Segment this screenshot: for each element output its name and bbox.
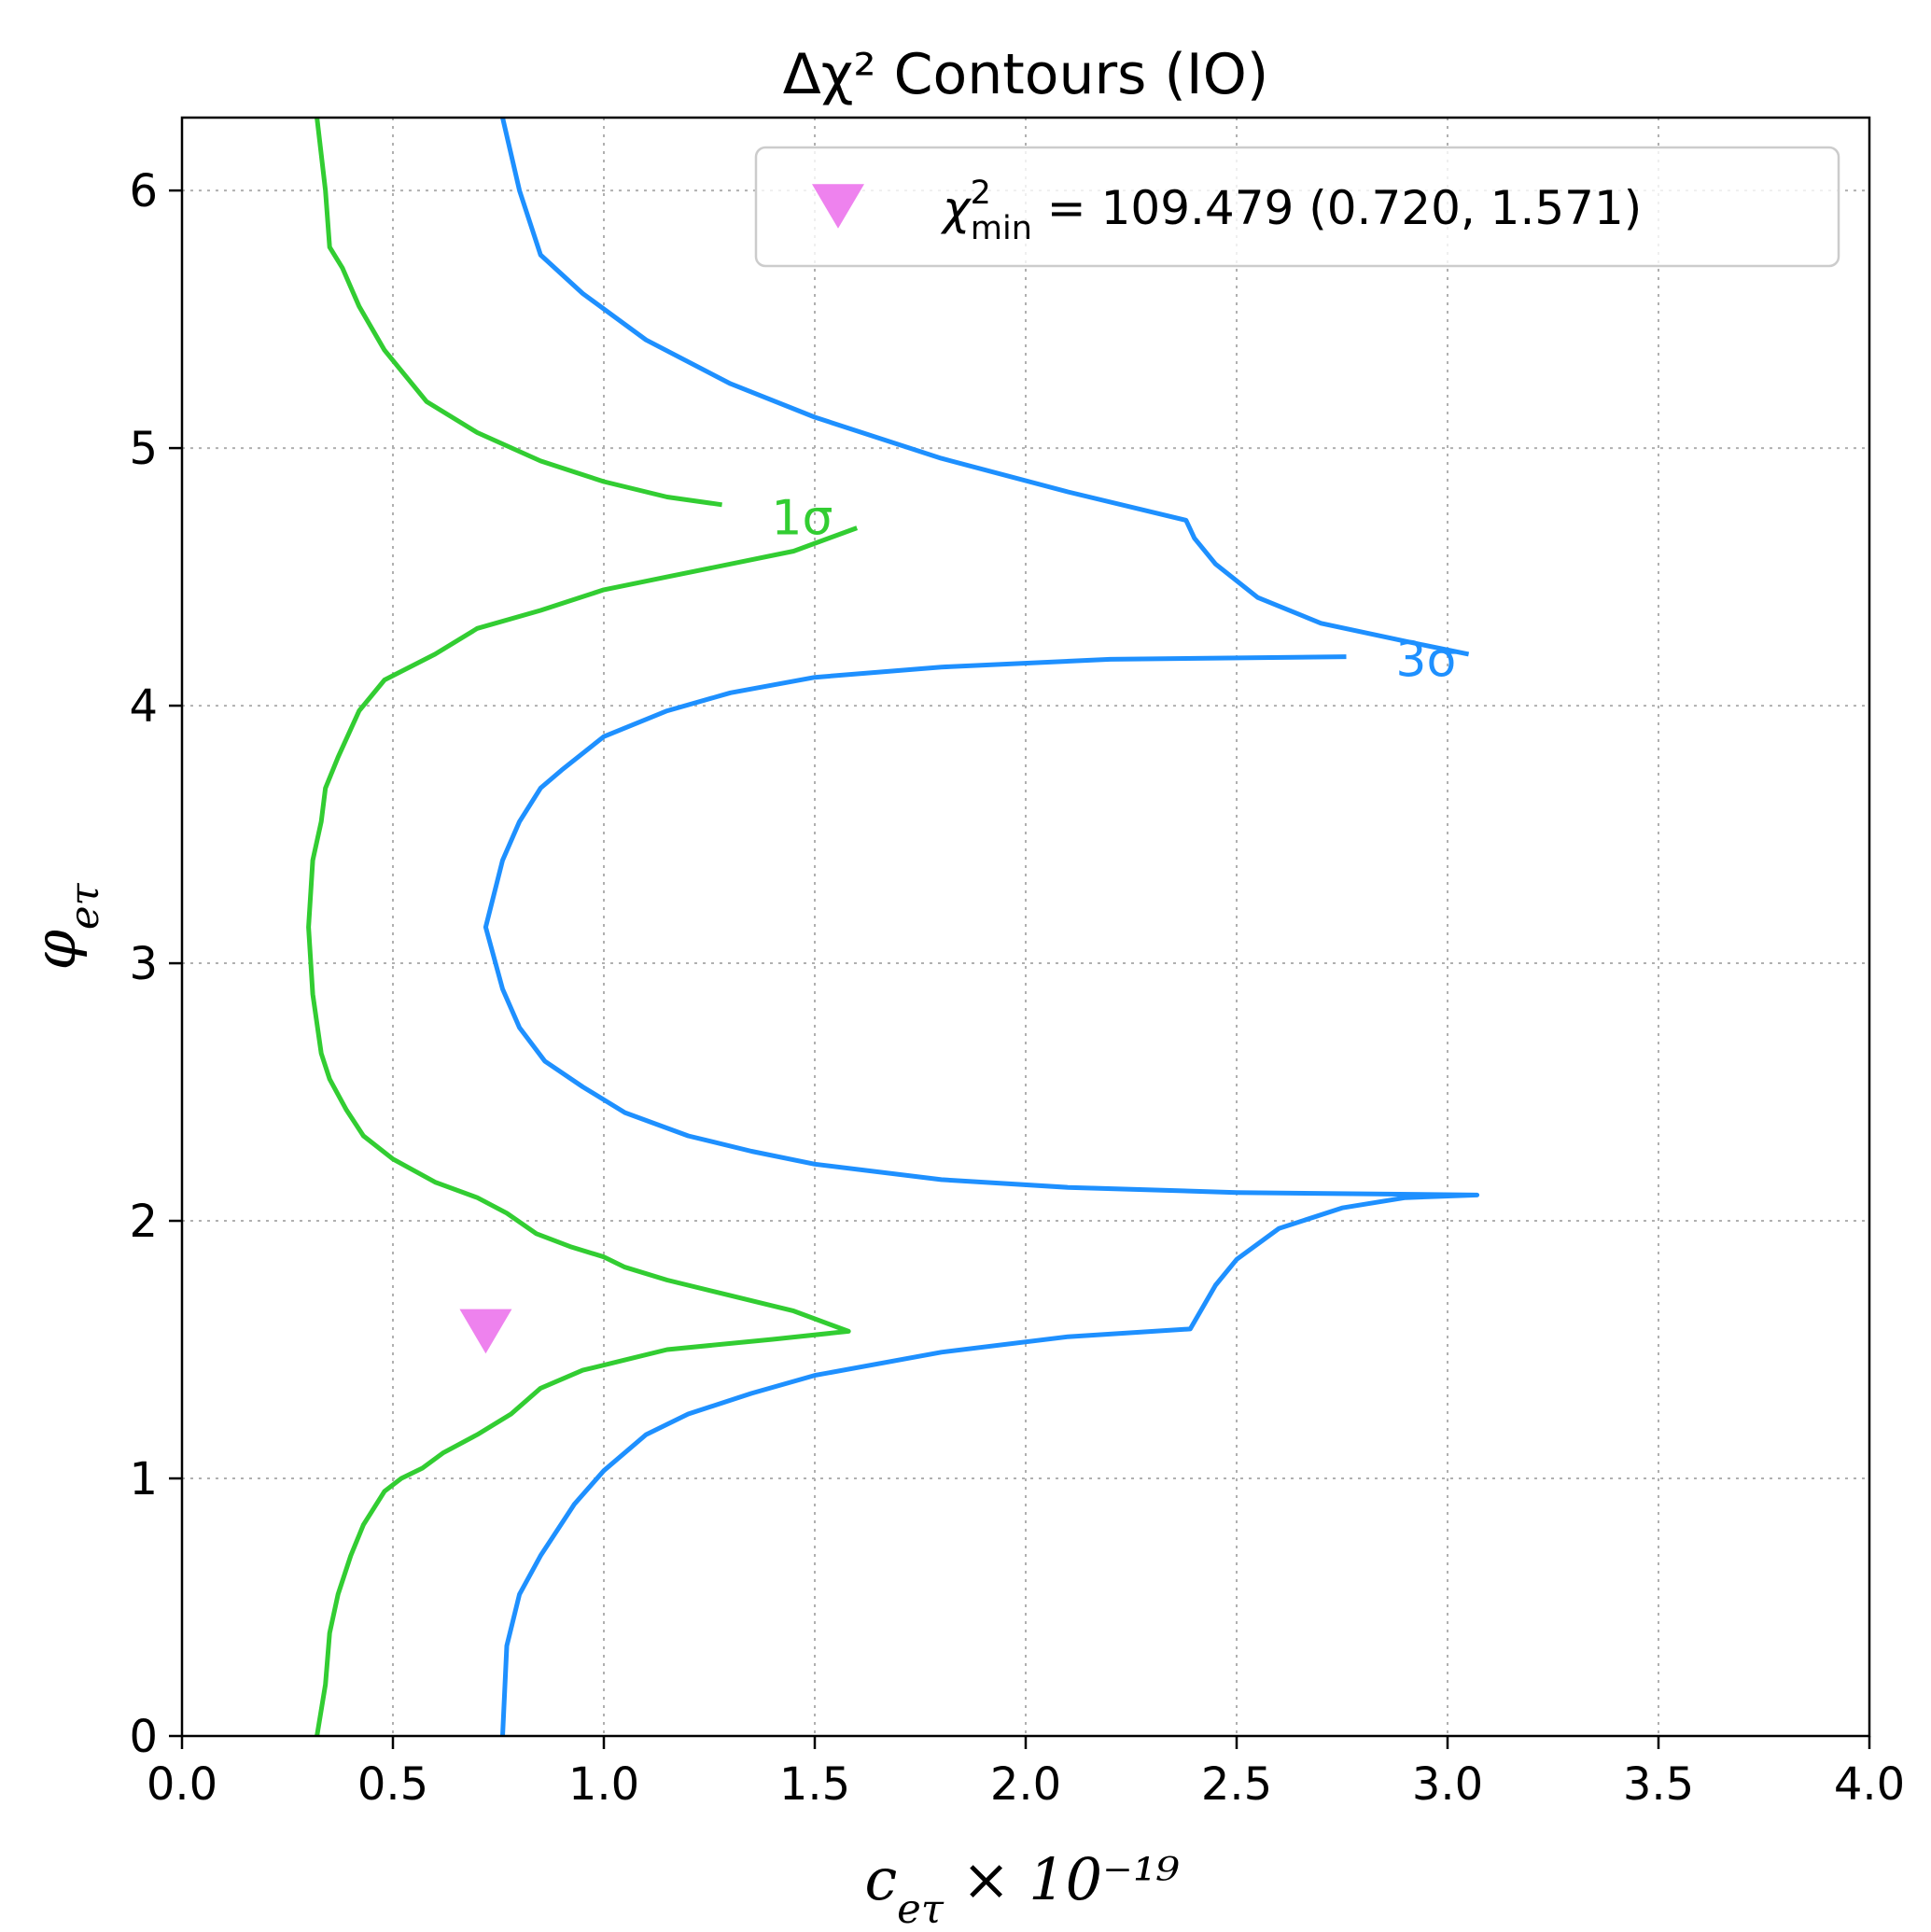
y-tick-label: 3 bbox=[129, 938, 158, 990]
x-axis-ticks: 0.0 0.5 1.0 1.5 2.0 2.5 3.0 3.5 4.0 bbox=[147, 1736, 1905, 1811]
y-tick-label: 6 bbox=[129, 165, 158, 217]
x-tick-label: 1.0 bbox=[568, 1758, 639, 1811]
y-tick-label: 0 bbox=[129, 1711, 158, 1763]
y-tick-label: 5 bbox=[129, 423, 158, 475]
contour-1-sigma-label: 1σ bbox=[771, 491, 833, 547]
grid bbox=[182, 118, 1869, 1736]
legend: χ2 min = 109.479 (0.720, 1.571) bbox=[754, 146, 1840, 268]
contour-3-sigma-label: 3σ bbox=[1395, 632, 1457, 688]
legend-box bbox=[754, 146, 1840, 268]
marker-layer bbox=[459, 1309, 512, 1354]
y-tick-label: 4 bbox=[129, 680, 158, 733]
plot-frame bbox=[180, 116, 1871, 1738]
contours bbox=[306, 118, 1480, 1736]
contour-1-sigma bbox=[306, 525, 859, 1736]
x-tick-label: 4.0 bbox=[1834, 1758, 1905, 1811]
x-tick-label: 1.5 bbox=[779, 1758, 850, 1811]
x-tick-label: 3.5 bbox=[1623, 1758, 1694, 1811]
contour-1-sigma bbox=[315, 118, 722, 508]
y-tick-label: 2 bbox=[129, 1196, 158, 1248]
x-tick-label: 3.0 bbox=[1412, 1758, 1483, 1811]
chart-title: Δχ² Contours (IO) bbox=[783, 42, 1268, 107]
contour-labels: 1σ 3σ bbox=[771, 491, 1457, 689]
x-tick-label: 2.5 bbox=[1201, 1758, 1272, 1811]
y-axis-ticks: 0 1 2 3 4 5 6 bbox=[129, 165, 182, 1763]
legend-entry-label: χ2 min = 109.479 (0.720, 1.571) bbox=[940, 175, 1642, 247]
y-axis-label: φeτ bbox=[21, 882, 108, 970]
x-tick-label: 0.0 bbox=[147, 1758, 217, 1811]
contour-3-sigma bbox=[483, 654, 1480, 1736]
legend-marker-icon bbox=[812, 184, 864, 229]
contour-3-sigma bbox=[500, 118, 1470, 657]
chi2-min-marker bbox=[459, 1309, 512, 1354]
x-tick-label: 2.0 bbox=[990, 1758, 1061, 1811]
x-axis-label: ceτ × 10⁻¹⁹ bbox=[864, 1845, 1179, 1932]
x-tick-label: 0.5 bbox=[357, 1758, 428, 1811]
y-tick-label: 1 bbox=[129, 1453, 158, 1505]
